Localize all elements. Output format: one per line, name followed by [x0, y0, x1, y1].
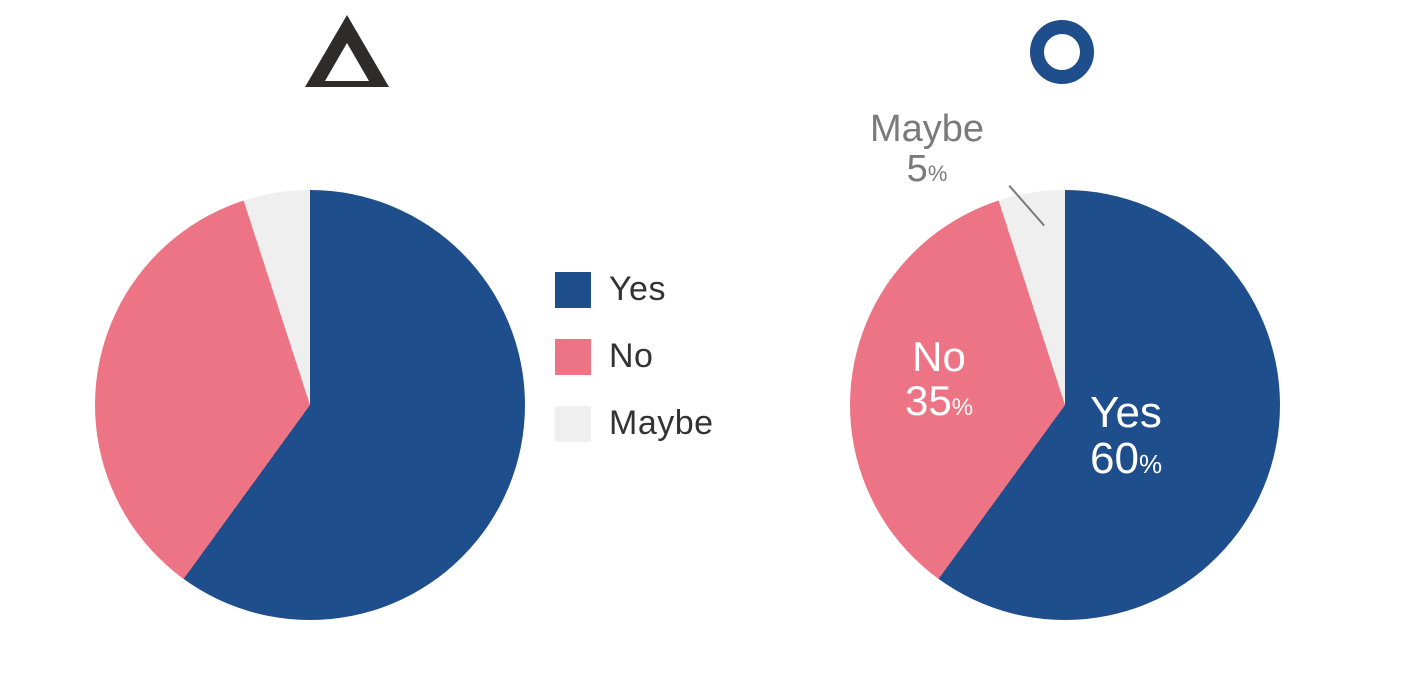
slice-label-no-text: No	[905, 335, 973, 379]
percent-symbol: %	[952, 394, 973, 421]
legend-row-no: No	[555, 337, 714, 376]
slice-label-maybe: Maybe 5%	[870, 110, 984, 190]
slice-label-no-value: 35	[905, 377, 952, 424]
legend-label-maybe: Maybe	[609, 404, 714, 443]
pie-chart-left	[95, 190, 525, 620]
legend-swatch-yes	[555, 272, 591, 308]
percent-symbol: %	[1139, 449, 1162, 479]
slice-label-yes-text: Yes	[1090, 390, 1162, 436]
legend-swatch-no	[555, 339, 591, 375]
legend-row-yes: Yes	[555, 270, 714, 309]
slice-label-maybe-text: Maybe	[870, 110, 984, 150]
chart-canvas: Yes No Maybe Yes 60% No 35% Maybe 5%	[0, 0, 1420, 700]
percent-symbol: %	[928, 161, 948, 186]
legend-swatch-maybe	[555, 406, 591, 442]
triangle-icon	[305, 15, 389, 87]
slice-label-yes-value: 60	[1090, 434, 1139, 483]
legend-label-no: No	[609, 337, 653, 376]
legend-label-yes: Yes	[609, 270, 666, 309]
slice-label-no: No 35%	[905, 335, 973, 423]
circle-icon	[1030, 20, 1094, 84]
legend-row-maybe: Maybe	[555, 404, 714, 443]
slice-label-yes: Yes 60%	[1090, 390, 1162, 482]
slice-label-maybe-value: 5	[907, 148, 928, 190]
legend: Yes No Maybe	[555, 270, 714, 443]
